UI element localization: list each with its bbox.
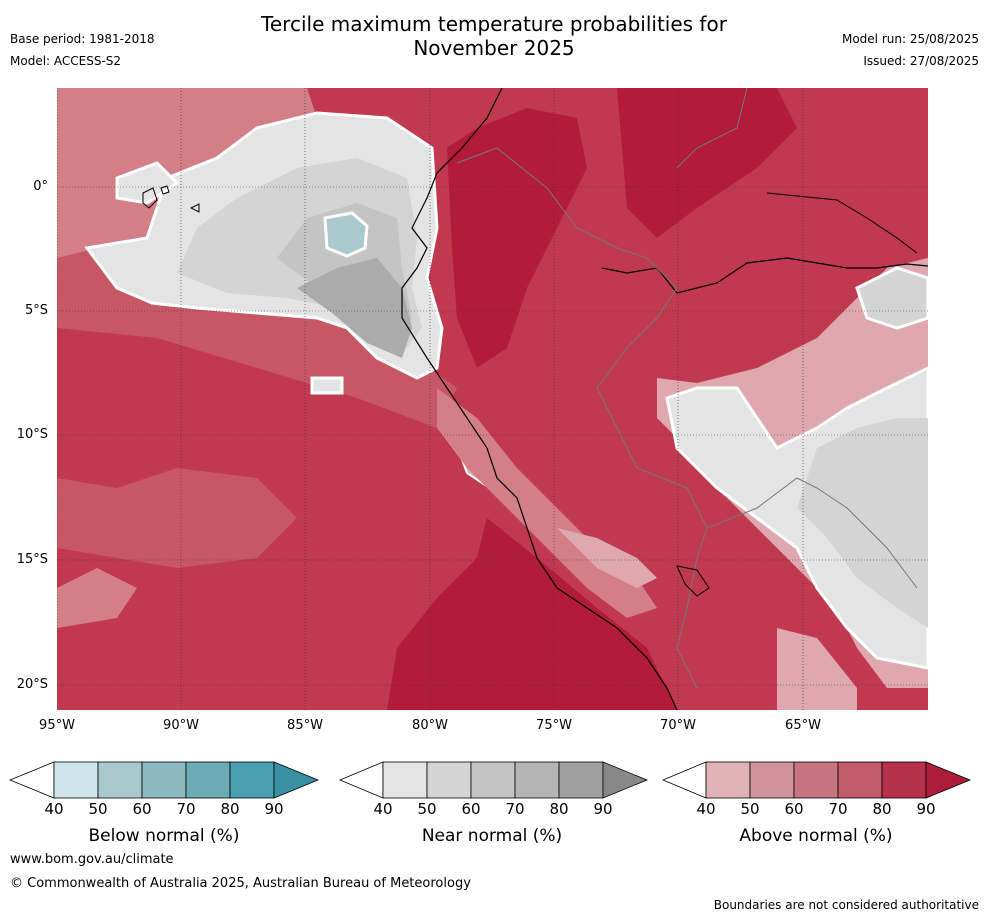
colorbar-tick-label: 40	[44, 800, 64, 818]
colorbar-near-title: Near normal (%)	[421, 826, 563, 846]
colorbar-cell	[837, 761, 883, 799]
lon-label-65w: 65°W	[785, 718, 821, 733]
lat-label-20s: 20°S	[16, 677, 48, 692]
colorbar-arrow-low	[338, 761, 384, 799]
colorbar-tick-label: 60	[784, 800, 804, 818]
lat-label-10s: 10°S	[16, 427, 48, 442]
colorbar-arrow-low	[8, 761, 55, 799]
colorbar-arrow-high	[602, 761, 649, 799]
colorbar-cell	[881, 761, 927, 799]
region-near-galapagos	[115, 161, 180, 205]
region-near-50-northeast	[855, 266, 928, 330]
colorbar-tick-label: 70	[176, 800, 196, 818]
lat-label-15s: 15°S	[16, 552, 48, 567]
model-text: Model: ACCESS-S2	[10, 54, 122, 68]
colorbar-tick-label: 80	[872, 800, 892, 818]
colorbar-cell	[185, 761, 231, 799]
graticule	[57, 88, 928, 710]
coastline	[401, 88, 678, 710]
colorbar-above-title: Above normal (%)	[739, 826, 893, 846]
border-colombia-brazil	[676, 88, 748, 169]
colorbar-cell	[514, 761, 560, 799]
colorbar-arrow-high	[273, 761, 320, 799]
colorbar-tick-label: 90	[593, 800, 613, 818]
colorbar-cell	[558, 761, 604, 799]
base-period-text: Base period: 1981-2018	[10, 32, 155, 46]
title-line-1: Tercile maximum temperature probabilitie…	[261, 12, 727, 36]
near-normal-boundary	[84, 111, 444, 380]
colorbar-tick-label: 40	[696, 800, 716, 818]
region-above-90-andes	[447, 108, 587, 368]
colorbar-above-normal	[661, 761, 972, 799]
map-title: Tercile maximum temperature probabilitie…	[0, 12, 988, 60]
region-above-60-southwest	[57, 568, 137, 628]
metadata-right: Model run: 25/08/2025 Issued: 27/08/2025	[842, 28, 979, 72]
colorbar-cell	[470, 761, 516, 799]
colorbar-cell	[749, 761, 795, 799]
colorbar-below-title: Below normal (%)	[88, 826, 240, 846]
model-run-text: Model run: 25/08/2025	[841, 32, 979, 46]
map-canvas	[57, 88, 928, 710]
colorbar-cell	[97, 761, 143, 799]
amazon-river	[601, 257, 928, 294]
region-above-90-amazon	[617, 88, 797, 238]
region-above-50-southeast	[777, 628, 857, 710]
colorbar-tick-label: 80	[549, 800, 569, 818]
colorbar-cell	[141, 761, 187, 799]
colorbar-below-normal	[8, 761, 320, 799]
colorbar-cell	[382, 761, 428, 799]
region-near-patch	[310, 376, 344, 395]
issued-text: Issued: 27/08/2025	[863, 54, 979, 68]
colorbars	[8, 761, 972, 799]
national-borders	[456, 147, 708, 689]
title-line-2: November 2025	[413, 36, 575, 60]
colorbar-arrow-high	[925, 761, 972, 799]
lon-label-90w: 90°W	[163, 718, 199, 733]
colorbar-cell	[53, 761, 99, 799]
probability-map	[57, 88, 928, 710]
border-bolivia-brazil	[706, 477, 918, 589]
copyright-text: © Commonwealth of Australia 2025, Austra…	[10, 876, 471, 891]
region-near-70	[297, 258, 412, 358]
colorbar-cell	[705, 761, 751, 799]
colorbar-near-normal	[338, 761, 649, 799]
colorbar-tick-label: 40	[373, 800, 393, 818]
lon-label-85w: 85°W	[287, 718, 323, 733]
colorbar-tick-label: 70	[505, 800, 525, 818]
colorbar-arrow-low	[661, 761, 707, 799]
region-above-90-south	[387, 518, 677, 710]
lat-label-5s: 5°S	[24, 303, 48, 318]
colorbar-tick-label: 90	[916, 800, 936, 818]
lon-label-95w: 95°W	[39, 718, 75, 733]
colorbar-tick-label: 50	[417, 800, 437, 818]
colorbar-tick-label: 90	[264, 800, 284, 818]
colorbar-tick-label: 50	[740, 800, 760, 818]
colorbar-tick-label: 80	[220, 800, 240, 818]
region-above-50-coast-2	[557, 528, 657, 588]
boundary-note: Boundaries are not considered authoritat…	[713, 898, 979, 912]
metadata-left: Base period: 1981-2018 Model: ACCESS-S2	[10, 28, 155, 72]
lon-label-80w: 80°W	[412, 718, 448, 733]
colorbar-tick-label: 50	[88, 800, 108, 818]
colorbar-tick-label: 60	[132, 800, 152, 818]
colorbar-cell	[229, 761, 275, 799]
region-above-70-southwest	[57, 468, 297, 568]
colorbar-tick-label: 70	[828, 800, 848, 818]
galapagos-islands	[142, 185, 200, 213]
region-below-60	[323, 211, 369, 258]
website-link[interactable]: www.bom.gov.au/climate	[10, 852, 174, 867]
colorbar-cell	[426, 761, 472, 799]
lon-label-70w: 70°W	[660, 718, 696, 733]
lake-titicaca	[676, 565, 710, 597]
lat-label-0: 0°	[33, 179, 48, 194]
rio-negro	[766, 192, 918, 254]
lon-label-75w: 75°W	[536, 718, 572, 733]
colorbar-cell	[793, 761, 839, 799]
colorbar-tick-label: 60	[461, 800, 481, 818]
